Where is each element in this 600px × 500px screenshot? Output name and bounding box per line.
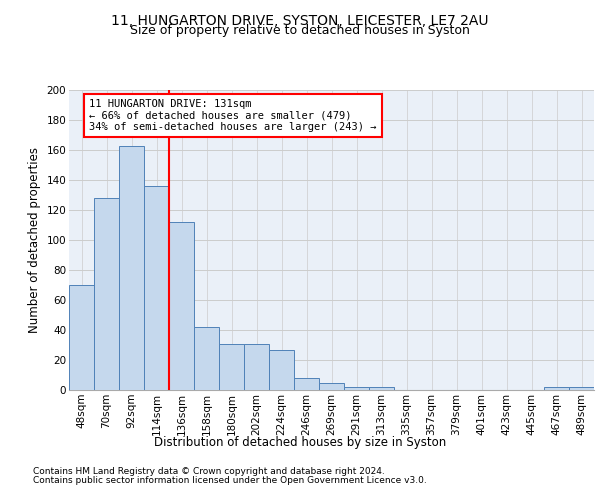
Bar: [169, 222, 194, 390]
Text: Contains HM Land Registry data © Crown copyright and database right 2024.: Contains HM Land Registry data © Crown c…: [33, 467, 385, 476]
Bar: [269, 350, 294, 390]
Bar: [294, 378, 319, 390]
Bar: [194, 327, 219, 390]
Bar: [69, 285, 94, 390]
Text: Distribution of detached houses by size in Syston: Distribution of detached houses by size …: [154, 436, 446, 449]
Bar: [144, 186, 169, 390]
Text: Contains public sector information licensed under the Open Government Licence v3: Contains public sector information licen…: [33, 476, 427, 485]
Bar: [244, 344, 269, 390]
Bar: [319, 382, 344, 390]
Bar: [219, 344, 244, 390]
Text: 11 HUNGARTON DRIVE: 131sqm
← 66% of detached houses are smaller (479)
34% of sem: 11 HUNGARTON DRIVE: 131sqm ← 66% of deta…: [89, 99, 377, 132]
Bar: [344, 387, 369, 390]
Bar: [119, 146, 144, 390]
Bar: [369, 387, 394, 390]
Text: 11, HUNGARTON DRIVE, SYSTON, LEICESTER, LE7 2AU: 11, HUNGARTON DRIVE, SYSTON, LEICESTER, …: [111, 14, 489, 28]
Text: Size of property relative to detached houses in Syston: Size of property relative to detached ho…: [130, 24, 470, 37]
Bar: [544, 387, 569, 390]
Bar: [94, 198, 119, 390]
Bar: [569, 387, 594, 390]
Y-axis label: Number of detached properties: Number of detached properties: [28, 147, 41, 333]
